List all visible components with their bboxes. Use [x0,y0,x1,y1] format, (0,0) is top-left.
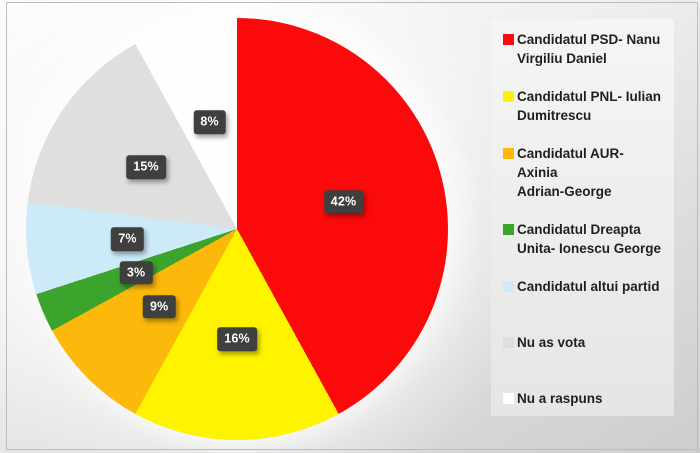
legend-label: Candidatul Dreapta Unita- Ionescu George [517,222,662,256]
legend-label: Candidatul PNL- Iulian Dumitrescu [517,89,661,123]
legend-item: Candidatul PNL- Iulian Dumitrescu [503,87,666,125]
legend-swatch-icon [503,281,514,292]
slice-label: 8% [193,110,226,135]
legend-label: Candidatul PSD- Nanu Virgiliu Daniel [517,32,661,66]
pie-chart [26,18,448,440]
legend-swatch-icon [503,224,514,235]
slice-label: 9% [142,295,176,319]
slice-label: 42% [323,189,364,214]
legend-item: Candidatul PSD- Nanu Virgiliu Daniel [503,30,666,68]
legend-swatch-icon [503,393,514,404]
legend-label: Candidatul altui partid [517,279,660,294]
slice-label: 7% [111,227,144,252]
slice-label: 15% [126,155,166,179]
slice-label: 16% [217,327,257,351]
legend-item: Candidatul AUR- Axinia Adrian-George [503,144,666,201]
legend-swatch-icon [503,91,514,102]
slice-label: 3% [119,260,153,285]
legend-swatch-icon [503,148,514,159]
legend-item: Candidatul altui partid [503,277,666,296]
legend-swatch-icon [503,34,514,45]
legend-label: Nu a raspuns [517,391,603,406]
legend-label: Nu as vota [517,335,586,350]
legend-panel: Candidatul PSD- Nanu Virgiliu Daniel Candi… [491,19,674,416]
legend-item: Nu a raspuns [503,389,666,408]
legend-label: Candidatul AUR- Axinia Adrian-George [517,146,624,199]
legend-swatch-icon [503,337,514,348]
legend-item: Nu as vota [503,333,666,352]
legend-item: Candidatul Dreapta Unita- Ionescu George [503,220,666,258]
